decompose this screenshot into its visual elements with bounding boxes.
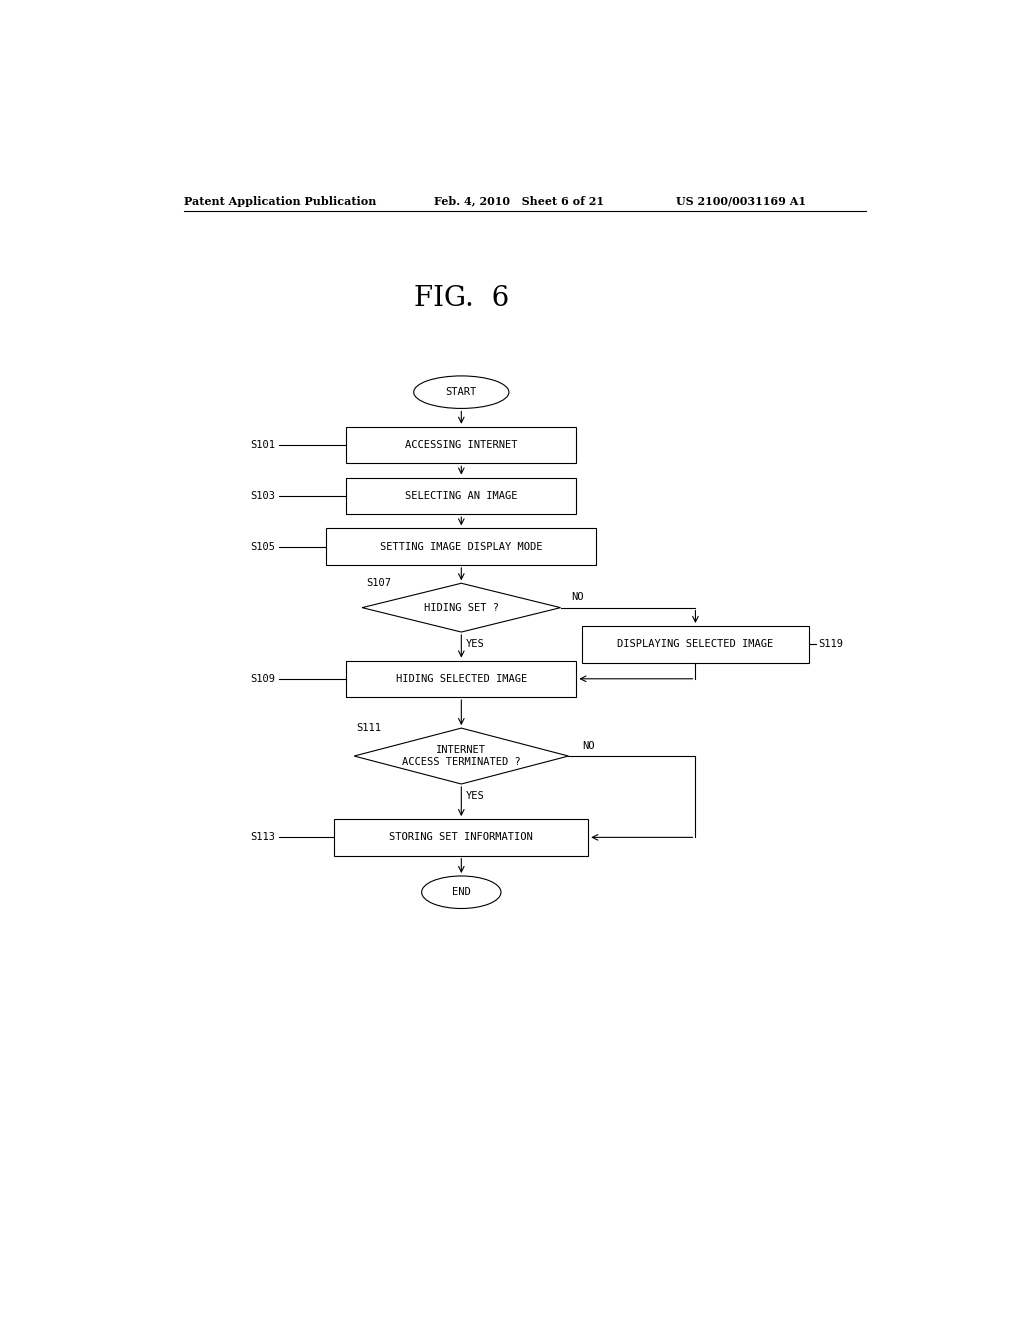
Text: Feb. 4, 2010   Sheet 6 of 21: Feb. 4, 2010 Sheet 6 of 21 bbox=[433, 195, 603, 207]
Text: Patent Application Publication: Patent Application Publication bbox=[183, 195, 376, 207]
Text: S109: S109 bbox=[250, 673, 274, 684]
FancyBboxPatch shape bbox=[583, 626, 809, 663]
Text: FIG.  6: FIG. 6 bbox=[414, 285, 509, 312]
Ellipse shape bbox=[422, 876, 501, 908]
Text: S105: S105 bbox=[250, 541, 274, 552]
Polygon shape bbox=[354, 729, 568, 784]
Text: S111: S111 bbox=[355, 723, 381, 733]
Text: S103: S103 bbox=[250, 491, 274, 500]
Text: SETTING IMAGE DISPLAY MODE: SETTING IMAGE DISPLAY MODE bbox=[380, 541, 543, 552]
FancyBboxPatch shape bbox=[346, 660, 577, 697]
Text: S119: S119 bbox=[818, 639, 843, 649]
Text: STORING SET INFORMATION: STORING SET INFORMATION bbox=[389, 833, 534, 842]
Text: END: END bbox=[452, 887, 471, 898]
Text: START: START bbox=[445, 387, 477, 397]
Text: INTERNET
ACCESS TERMINATED ?: INTERNET ACCESS TERMINATED ? bbox=[402, 746, 520, 767]
Polygon shape bbox=[362, 583, 560, 632]
Text: ACCESSING INTERNET: ACCESSING INTERNET bbox=[406, 440, 517, 450]
Text: YES: YES bbox=[466, 791, 485, 801]
Text: SELECTING AN IMAGE: SELECTING AN IMAGE bbox=[406, 491, 517, 500]
Text: YES: YES bbox=[466, 639, 485, 649]
FancyBboxPatch shape bbox=[334, 818, 588, 855]
Text: NO: NO bbox=[582, 741, 595, 751]
FancyBboxPatch shape bbox=[346, 426, 577, 463]
Text: S107: S107 bbox=[367, 578, 391, 589]
FancyBboxPatch shape bbox=[327, 528, 596, 565]
Text: S113: S113 bbox=[250, 833, 274, 842]
Text: HIDING SELECTED IMAGE: HIDING SELECTED IMAGE bbox=[395, 673, 527, 684]
Text: S101: S101 bbox=[250, 440, 274, 450]
Text: DISPLAYING SELECTED IMAGE: DISPLAYING SELECTED IMAGE bbox=[617, 639, 773, 649]
Text: US 2100/0031169 A1: US 2100/0031169 A1 bbox=[676, 195, 806, 207]
FancyBboxPatch shape bbox=[346, 478, 577, 515]
Text: NO: NO bbox=[571, 593, 585, 602]
Text: HIDING SET ?: HIDING SET ? bbox=[424, 603, 499, 612]
Ellipse shape bbox=[414, 376, 509, 408]
